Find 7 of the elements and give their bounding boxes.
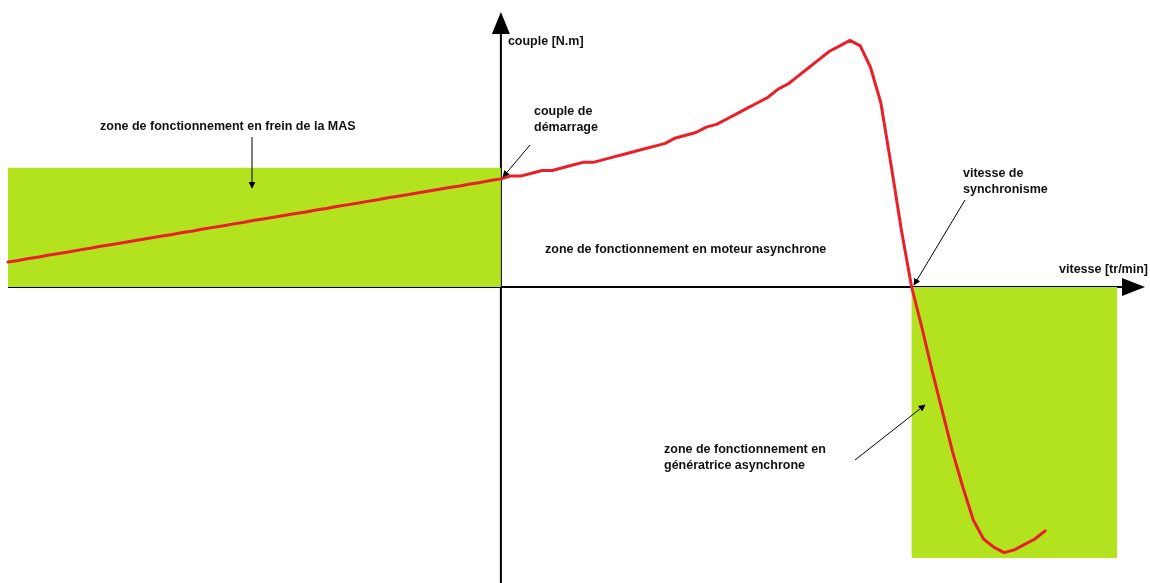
annotation: zone de fonctionnement en moteur asynchrone: [545, 242, 827, 256]
annotation: zone de fonctionnement en frein de la MAS: [100, 119, 356, 133]
annotation: couple de démarrage: [534, 104, 598, 134]
annotation: zone de fonctionnement en génératrice asynchrone: [664, 442, 826, 472]
x-axis-title: vitesse [tr/min]: [1059, 262, 1148, 276]
y-axis-title: couple [N.m]: [507, 34, 584, 48]
annotation: vitesse de synchronisme: [963, 166, 1048, 196]
